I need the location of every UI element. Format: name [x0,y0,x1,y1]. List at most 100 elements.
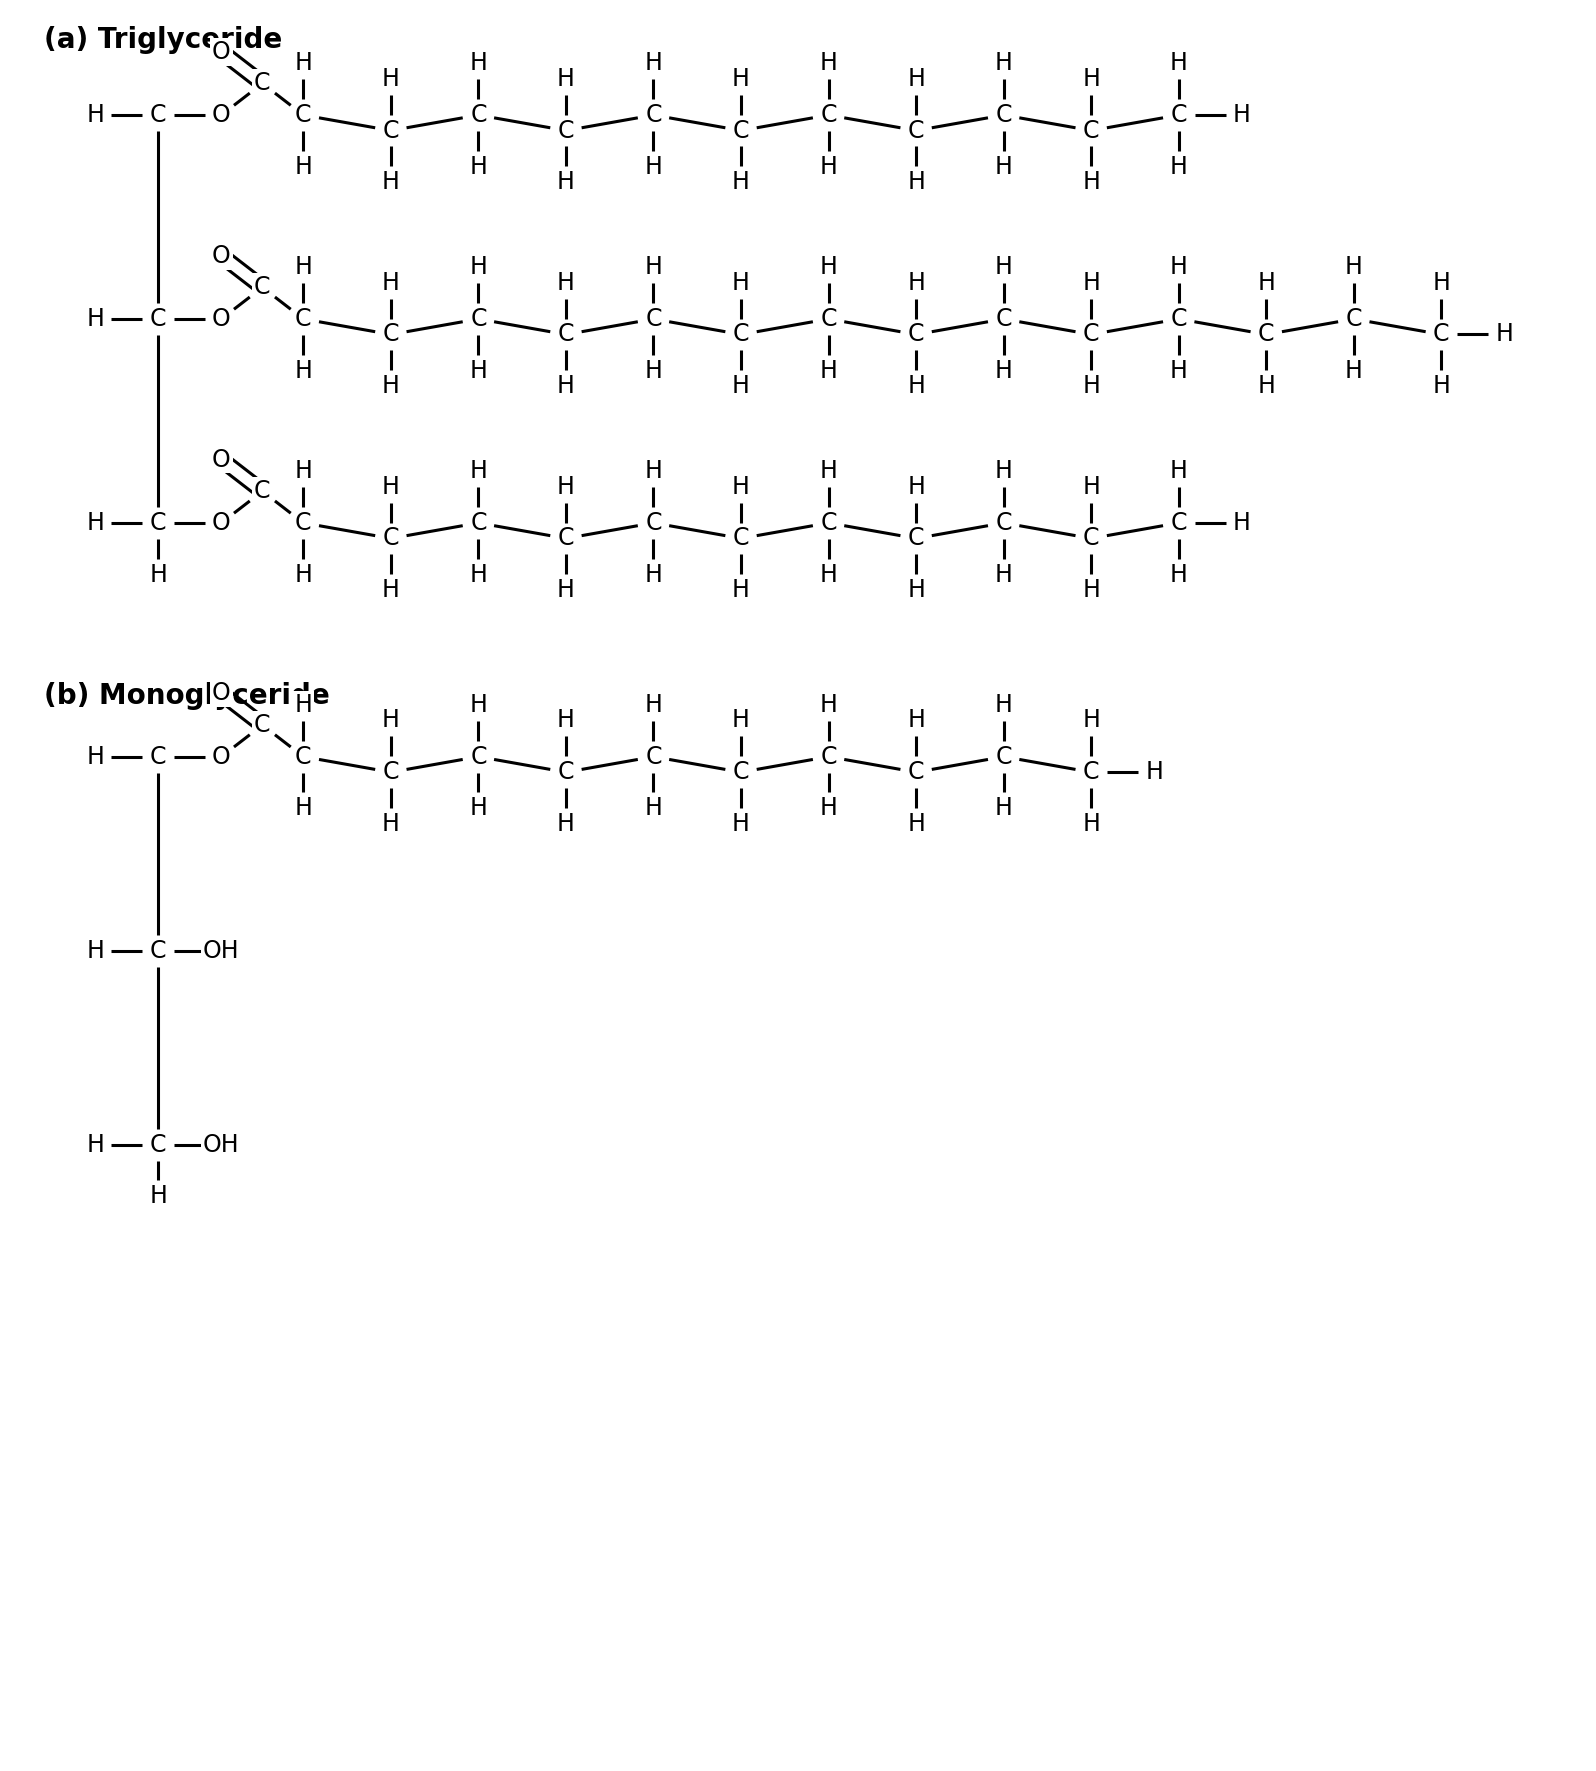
Text: C: C [557,322,575,347]
Text: C: C [996,306,1012,331]
Text: C: C [908,526,924,551]
Text: H: H [150,563,168,586]
Text: H: H [907,170,926,195]
Text: C: C [383,760,399,785]
Text: C: C [1170,103,1187,128]
Text: C: C [1345,306,1361,331]
Text: H: H [294,154,313,179]
Text: C: C [471,306,487,331]
Text: H: H [733,170,750,195]
Text: H: H [820,797,838,820]
Text: H: H [1082,577,1100,602]
Text: H: H [994,51,1012,76]
Text: OH: OH [203,939,239,963]
Text: C: C [254,71,271,96]
Text: C: C [471,510,487,535]
Text: H: H [645,563,662,586]
Text: (b) Monoglyceride: (b) Monoglyceride [45,682,330,710]
Text: H: H [820,255,838,280]
Text: H: H [294,255,313,280]
Text: H: H [86,1133,104,1156]
Text: H: H [907,271,926,294]
Text: H: H [1258,374,1275,398]
Text: H: H [733,475,750,499]
Text: H: H [86,939,104,963]
Text: H: H [1258,271,1275,294]
Text: H: H [820,459,838,483]
Text: H: H [294,797,313,820]
Text: O: O [212,510,231,535]
Text: H: H [1170,51,1187,76]
Text: H: H [733,577,750,602]
Text: H: H [86,306,104,331]
Text: H: H [469,459,487,483]
Text: H: H [1082,708,1100,733]
Text: C: C [996,510,1012,535]
Text: H: H [645,459,662,483]
Text: H: H [1170,154,1187,179]
Text: H: H [733,708,750,733]
Text: C: C [557,526,575,551]
Text: H: H [381,170,401,195]
Text: H: H [294,360,313,383]
Text: C: C [471,744,487,769]
Text: H: H [381,271,401,294]
Text: C: C [820,510,836,535]
Text: H: H [907,374,926,398]
Text: H: H [645,360,662,383]
Text: H: H [1170,459,1187,483]
Text: H: H [1345,255,1363,280]
Text: C: C [908,119,924,142]
Text: H: H [994,563,1012,586]
Text: H: H [86,744,104,769]
Text: H: H [1082,67,1100,90]
Text: H: H [1170,563,1187,586]
Text: H: H [994,692,1012,717]
Text: H: H [1082,475,1100,499]
Text: H: H [994,255,1012,280]
Text: H: H [1082,271,1100,294]
Text: H: H [469,154,487,179]
Text: C: C [295,306,311,331]
Text: H: H [294,692,313,717]
Text: O: O [212,306,231,331]
Text: C: C [1084,760,1100,785]
Text: H: H [1170,360,1187,383]
Text: C: C [733,760,749,785]
Text: O: O [212,39,231,64]
Text: C: C [295,744,311,769]
Text: H: H [557,708,575,733]
Text: C: C [383,119,399,142]
Text: H: H [469,255,487,280]
Text: C: C [254,275,271,299]
Text: H: H [994,154,1012,179]
Text: H: H [820,154,838,179]
Text: (a) Triglyceride: (a) Triglyceride [45,25,282,53]
Text: C: C [996,103,1012,128]
Text: C: C [383,322,399,347]
Text: C: C [996,744,1012,769]
Text: H: H [294,459,313,483]
Text: C: C [150,1133,166,1156]
Text: H: H [381,374,401,398]
Text: H: H [733,374,750,398]
Text: C: C [645,103,662,128]
Text: H: H [1082,170,1100,195]
Text: H: H [1232,103,1251,128]
Text: C: C [150,306,166,331]
Text: C: C [908,760,924,785]
Text: H: H [1082,374,1100,398]
Text: C: C [557,119,575,142]
Text: H: H [820,360,838,383]
Text: C: C [1084,119,1100,142]
Text: C: C [1084,526,1100,551]
Text: C: C [733,119,749,142]
Text: H: H [907,67,926,90]
Text: C: C [150,939,166,963]
Text: C: C [150,103,166,128]
Text: H: H [994,360,1012,383]
Text: H: H [645,255,662,280]
Text: H: H [733,811,750,836]
Text: H: H [820,51,838,76]
Text: C: C [557,760,575,785]
